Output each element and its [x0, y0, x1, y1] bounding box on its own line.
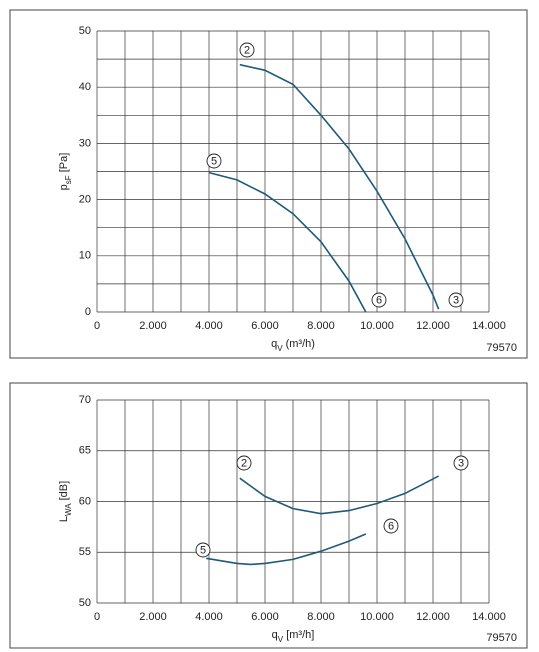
y-tick-label: 50 — [79, 597, 91, 609]
axis-label-unit: [dB] — [58, 481, 70, 504]
x-tick-label: 10.000 — [360, 611, 394, 623]
annotation: 2 — [244, 44, 250, 56]
axis-label-main: p — [58, 184, 70, 190]
series-line — [206, 533, 367, 566]
axis-label: LWA [dB] — [58, 481, 73, 522]
panel-frame — [9, 382, 528, 649]
y-tick-label: 40 — [79, 81, 91, 93]
x-tick-label: 12.000 — [416, 611, 450, 623]
x-tick-label: 10.000 — [360, 320, 394, 332]
annotation: 3 — [458, 457, 464, 469]
y-tick-label: 10 — [79, 250, 91, 262]
x-tick-label: 2.000 — [139, 320, 167, 332]
y-tick-label: 60 — [79, 495, 91, 507]
axis-label-main: L — [58, 516, 70, 522]
x-tick-label: 0 — [94, 320, 100, 332]
figure-code: 79570 — [486, 632, 517, 644]
y-tick-label: 30 — [79, 137, 91, 149]
annotation-circle — [236, 455, 252, 471]
axis-label-unit: [m³/h] — [283, 629, 314, 641]
x-tick-label: 8.000 — [307, 320, 335, 332]
x-tick-label: 6.000 — [251, 320, 279, 332]
x-tick-label: 8.000 — [307, 611, 335, 623]
x-tick-label: 0 — [94, 611, 100, 623]
axis-label-unit: (m³/h) — [283, 338, 315, 350]
y-tick-label: 0 — [85, 306, 91, 318]
axis-label: qV [m³/h] — [272, 629, 315, 644]
annotation-circle — [239, 42, 255, 58]
y-tick-label: 65 — [79, 445, 91, 457]
y-tick-label: 55 — [79, 546, 91, 558]
y-tick-label: 70 — [79, 394, 91, 406]
axis-label-sub: sF — [64, 175, 73, 184]
series-line — [239, 475, 439, 515]
x-tick-label: 4.000 — [195, 611, 223, 623]
annotation-circle — [371, 292, 387, 308]
x-tick-label: 2.000 — [139, 611, 167, 623]
x-tick-label: 4.000 — [195, 320, 223, 332]
series-line — [239, 63, 440, 310]
x-tick-label: 12.000 — [416, 320, 450, 332]
annotation: 6 — [388, 520, 394, 532]
annotation-circle — [453, 455, 469, 471]
annotation: 5 — [200, 544, 206, 556]
annotation-circle — [448, 292, 464, 308]
annotation: 2 — [241, 457, 247, 469]
annotation: 6 — [376, 294, 382, 306]
axis-label: qV (m³/h) — [271, 338, 315, 353]
axis-label-sub: V — [278, 635, 284, 644]
annotation-circle — [195, 542, 211, 558]
annotation: 5 — [211, 155, 217, 167]
x-tick-label: 14.000 — [472, 611, 506, 623]
axis-label: psF [Pa] — [58, 153, 73, 191]
axis-label-main: q — [272, 629, 278, 641]
y-tick-label: 50 — [79, 25, 91, 37]
y-tick-label: 20 — [79, 194, 91, 206]
annotation-circle — [383, 518, 399, 534]
figure-code: 79570 — [486, 342, 517, 354]
panel-frame — [9, 9, 528, 359]
axis-label-sub: WA — [64, 503, 73, 516]
annotation: 3 — [453, 294, 459, 306]
annotation-circle — [206, 153, 222, 169]
x-tick-label: 14.000 — [472, 320, 506, 332]
series-line — [208, 171, 367, 313]
x-tick-label: 6.000 — [251, 611, 279, 623]
axis-label-sub: V — [277, 344, 283, 353]
axis-label-main: q — [271, 338, 277, 350]
axis-label-unit: [Pa] — [58, 153, 70, 176]
